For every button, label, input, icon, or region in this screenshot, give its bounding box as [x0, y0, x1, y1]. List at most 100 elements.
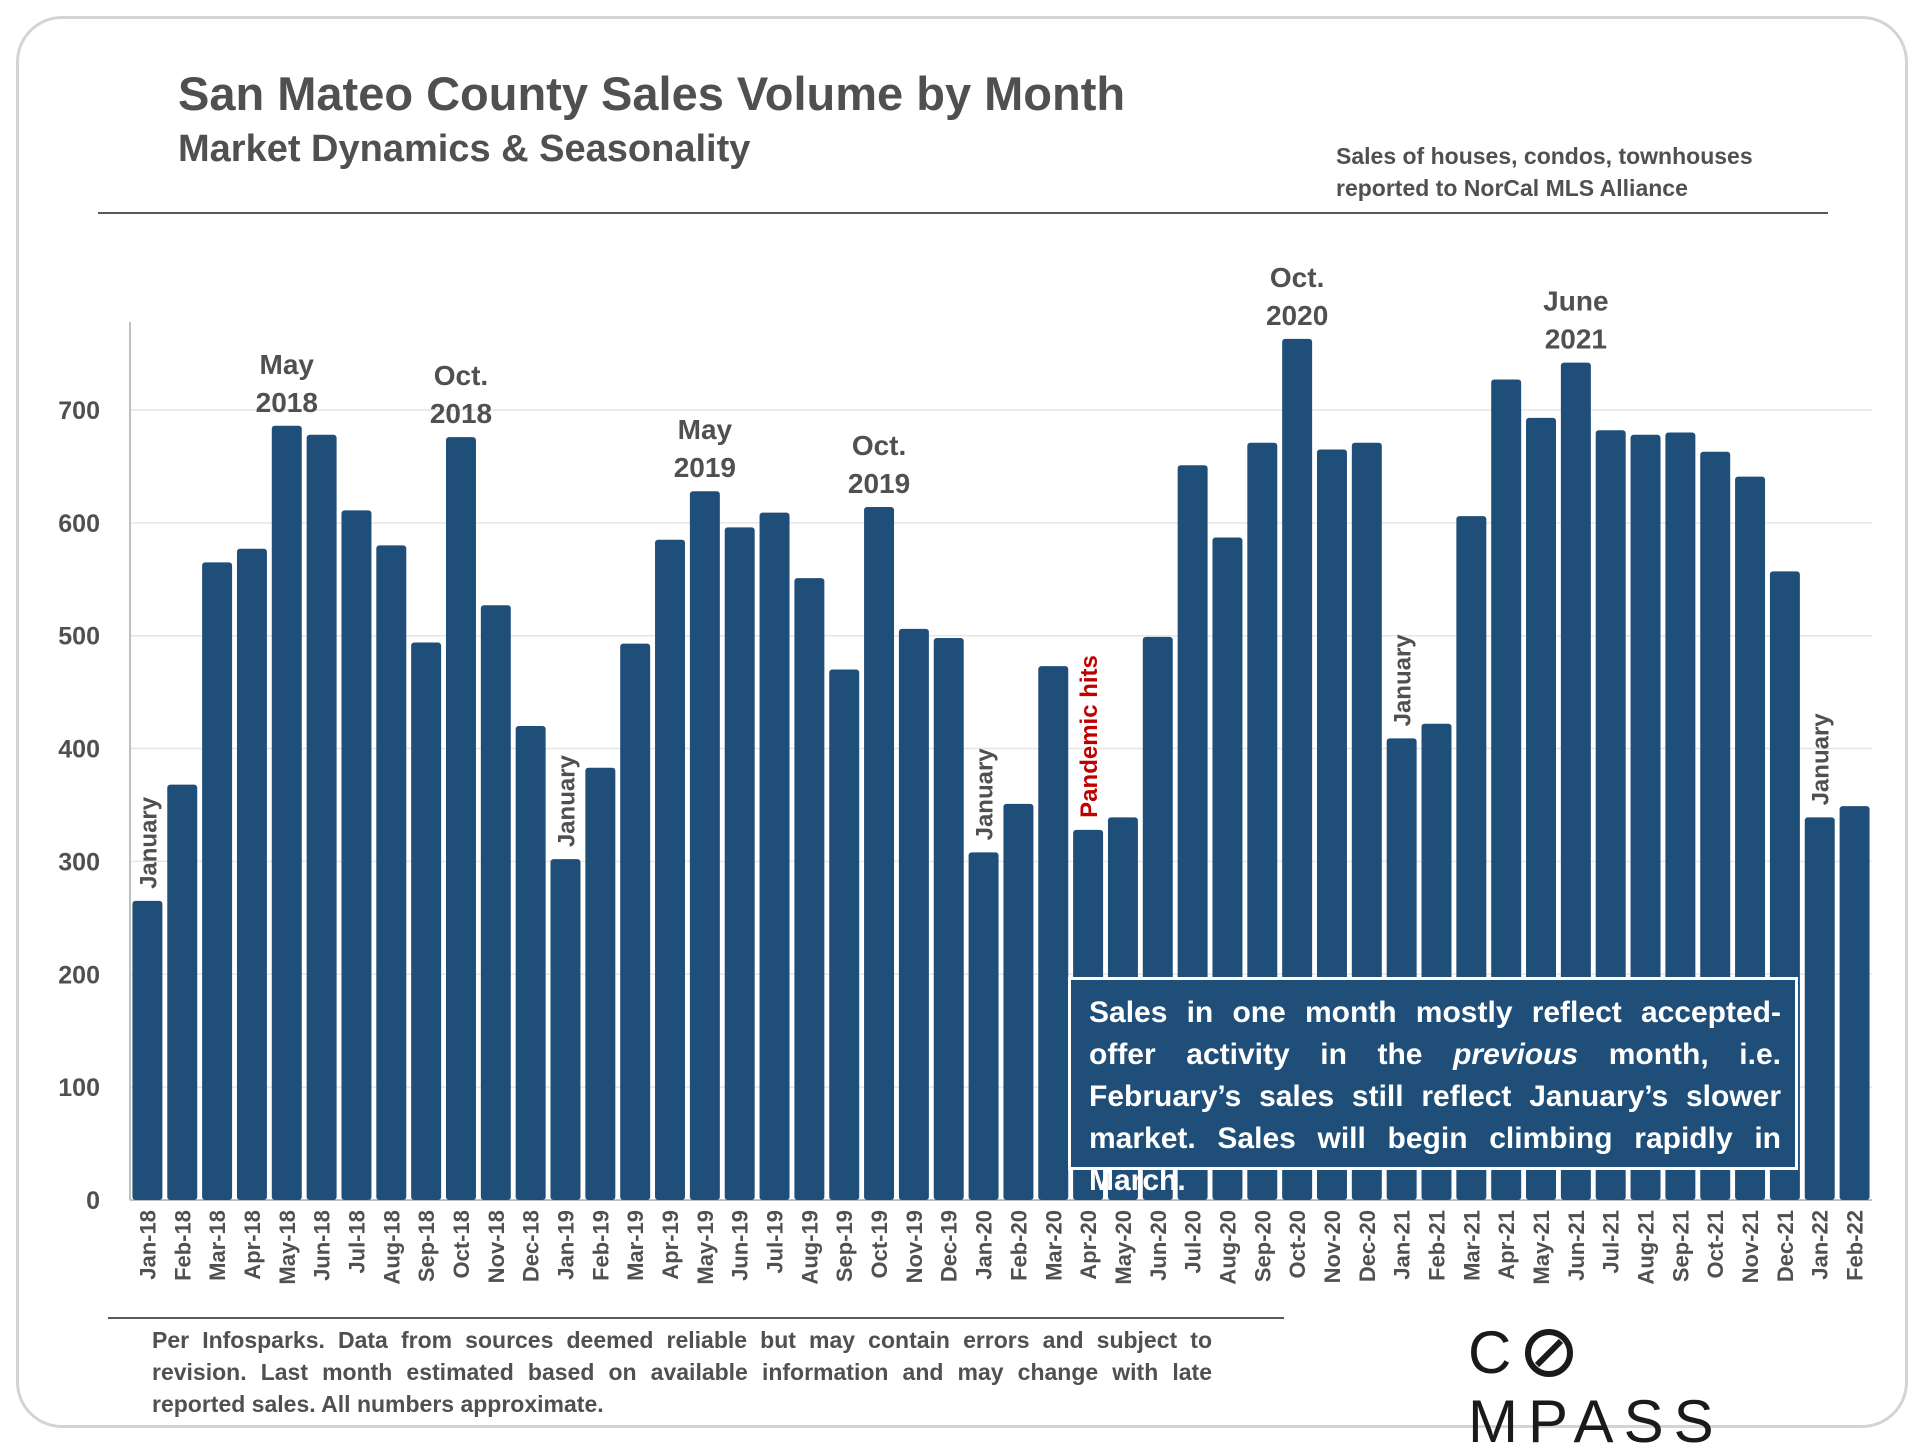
x-tick-label: Apr-19 [658, 1210, 683, 1280]
source-note: Sales of houses, condos, townhouses repo… [1336, 140, 1806, 204]
x-tick-label: Mar-20 [1041, 1210, 1066, 1281]
x-tick-label: Mar-19 [623, 1210, 648, 1281]
bar [655, 539, 686, 1200]
footer-divider [108, 1317, 1284, 1319]
x-tick-label: Apr-21 [1494, 1210, 1519, 1280]
y-tick-label: 300 [58, 848, 100, 876]
bar [1038, 666, 1069, 1200]
x-tick-label: Jan-21 [1390, 1210, 1415, 1280]
vertical-annotation: January [972, 748, 999, 841]
bar [759, 512, 790, 1200]
compass-logo: CMPASS [1468, 1318, 1828, 1456]
bar [1839, 806, 1870, 1200]
bar [898, 628, 929, 1200]
bar [550, 859, 581, 1200]
peak-annotation: 2021 [1545, 324, 1607, 355]
chart-subtitle: Market Dynamics & Seasonality [178, 128, 751, 170]
bar [202, 562, 233, 1200]
x-tick-label: Feb-22 [1843, 1210, 1868, 1281]
peak-annotation: 2019 [848, 468, 910, 499]
bar [236, 548, 267, 1200]
bar [864, 507, 895, 1200]
bar [376, 545, 407, 1200]
bar [271, 425, 302, 1200]
peak-annotation: June [1543, 286, 1608, 317]
x-tick-label: Jan-22 [1808, 1210, 1833, 1280]
compass-o-icon [1525, 1329, 1574, 1377]
x-tick-label: Sep-18 [414, 1210, 439, 1282]
x-tick-label: May-18 [275, 1210, 300, 1285]
callout-box: Sales in one month mostly reflect accept… [1068, 977, 1798, 1197]
bar [306, 434, 337, 1200]
x-tick-label: Oct-19 [867, 1210, 892, 1278]
callout-emphasis: previous [1453, 1038, 1579, 1071]
bar [341, 510, 372, 1200]
x-tick-label: Aug-19 [797, 1210, 822, 1285]
callout-text-part2: month, i.e. February’s sales still refle… [1089, 1038, 1781, 1197]
bar [1003, 803, 1034, 1200]
x-tick-label: Feb-19 [588, 1210, 613, 1281]
bar [620, 643, 651, 1200]
bar [445, 437, 476, 1200]
peak-annotation: 2019 [674, 452, 736, 483]
x-tick-label: Nov-19 [902, 1210, 927, 1283]
y-tick-label: 100 [58, 1074, 100, 1102]
x-tick-label: Nov-20 [1320, 1210, 1345, 1283]
peak-annotation: 2018 [430, 398, 492, 429]
x-tick-label: Jun-21 [1564, 1210, 1589, 1281]
logo-text-right: MPASS [1468, 1388, 1724, 1455]
y-tick-label: 400 [58, 736, 100, 764]
x-tick-label: Jan-18 [135, 1210, 160, 1280]
peak-annotation: 2020 [1266, 300, 1328, 331]
x-tick-label: Jul-18 [344, 1210, 369, 1274]
x-tick-label: Aug-18 [379, 1210, 404, 1285]
bar [585, 767, 616, 1200]
vertical-annotation: January [554, 754, 581, 847]
x-tick-label: Dec-20 [1355, 1210, 1380, 1282]
vertical-annotation: January [135, 796, 162, 889]
x-tick-label: Oct-20 [1285, 1210, 1310, 1278]
header-divider [98, 212, 1828, 214]
bar [829, 669, 860, 1200]
peak-annotation: Oct. [1270, 262, 1324, 293]
y-tick-label: 200 [58, 961, 100, 989]
x-tick-label: Nov-18 [484, 1210, 509, 1283]
peak-annotation: May [678, 414, 733, 445]
y-tick-label: 0 [86, 1187, 100, 1215]
footnote: Per Infosparks. Data from sources deemed… [152, 1327, 1212, 1417]
bar [167, 784, 198, 1200]
x-tick-label: Dec-19 [937, 1210, 962, 1282]
y-tick-label: 500 [58, 623, 100, 651]
vertical-annotation: January [1390, 634, 1417, 727]
callout-text-part1: Sales in one month mostly reflect accept… [1089, 996, 1781, 1071]
bar [794, 578, 825, 1200]
source-line-2: reported to NorCal MLS Alliance [1336, 175, 1688, 201]
x-tick-label: Sep-20 [1250, 1210, 1275, 1282]
source-line-1: Sales of houses, condos, townhouses [1336, 143, 1753, 169]
x-tick-label: Apr-18 [240, 1210, 265, 1280]
x-tick-label: Jan-19 [554, 1210, 579, 1280]
x-tick-label: Aug-20 [1215, 1210, 1240, 1285]
vertical-annotation: January [1808, 713, 1835, 806]
peak-annotation: 2018 [256, 387, 318, 418]
bar [132, 900, 163, 1200]
x-tick-label: Jun-19 [728, 1210, 753, 1281]
y-tick-label: 700 [58, 397, 100, 425]
x-tick-label: Jun-20 [1146, 1210, 1171, 1281]
x-tick-label: Oct-21 [1703, 1210, 1728, 1278]
logo-text-left: C [1468, 1319, 1522, 1386]
bar [411, 642, 442, 1200]
x-tick-label: Apr-20 [1076, 1210, 1101, 1280]
x-tick-label: Dec-18 [519, 1210, 544, 1282]
bar [1804, 817, 1835, 1200]
bar [689, 491, 720, 1200]
x-tick-label: Jul-20 [1181, 1210, 1206, 1274]
chart-title: San Mateo County Sales Volume by Month [178, 67, 1126, 120]
peak-annotation: May [260, 349, 315, 380]
x-tick-label: Mar-18 [205, 1210, 230, 1281]
x-tick-label: Nov-21 [1738, 1210, 1763, 1283]
bar [933, 637, 964, 1200]
x-tick-label: Jun-18 [310, 1210, 335, 1281]
x-tick-label: May-19 [693, 1210, 718, 1285]
